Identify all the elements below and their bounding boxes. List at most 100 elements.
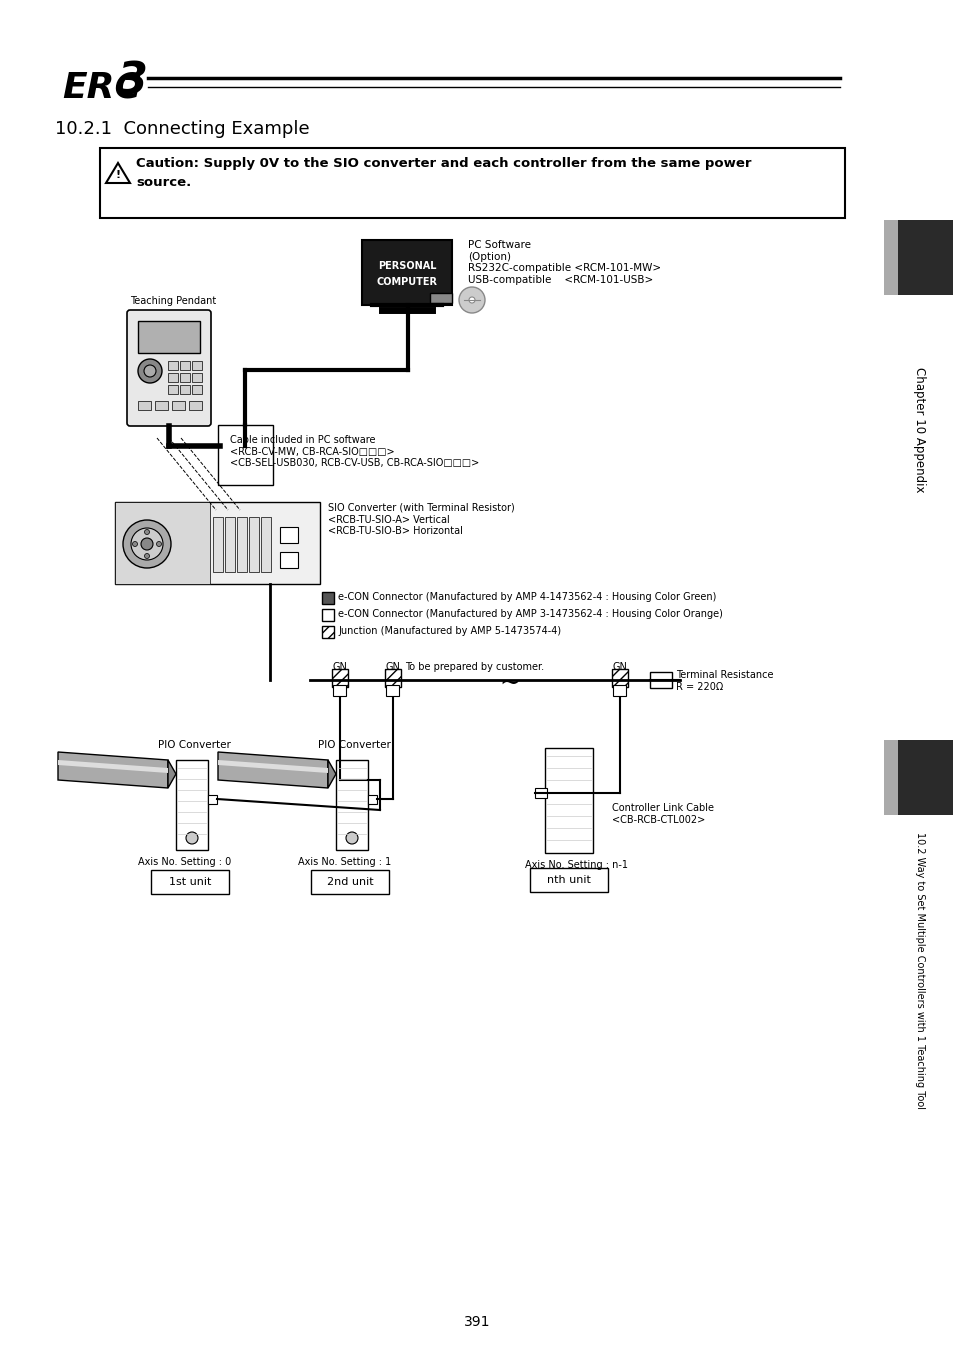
Bar — [180, 385, 190, 394]
Text: Axis No. Setting : n-1: Axis No. Setting : n-1 — [524, 860, 627, 869]
Text: PIO Converter: PIO Converter — [158, 740, 231, 751]
Bar — [225, 517, 234, 572]
Polygon shape — [328, 760, 335, 788]
Polygon shape — [168, 760, 175, 788]
Bar — [311, 869, 389, 894]
Bar — [138, 401, 151, 410]
Text: e-CON Connector (Manufactured by AMP 3-1473562-4 : Housing Color Orange): e-CON Connector (Manufactured by AMP 3-1… — [337, 609, 722, 620]
Bar — [180, 373, 190, 382]
Bar — [249, 517, 258, 572]
Text: Controller Link Cable
<CB-RCB-CTL002>: Controller Link Cable <CB-RCB-CTL002> — [612, 803, 713, 825]
Text: 2nd unit: 2nd unit — [326, 878, 373, 887]
Polygon shape — [58, 752, 168, 788]
Bar — [172, 401, 185, 410]
Bar — [168, 360, 178, 370]
Circle shape — [346, 832, 357, 844]
Bar — [168, 373, 178, 382]
Circle shape — [144, 554, 150, 559]
Bar — [883, 220, 897, 296]
Circle shape — [458, 288, 484, 313]
Text: 391: 391 — [463, 1315, 490, 1328]
Text: COMPUTER: COMPUTER — [376, 277, 437, 288]
Text: 3: 3 — [117, 61, 148, 104]
Bar — [175, 760, 208, 850]
Circle shape — [132, 541, 137, 547]
Text: SIO Converter (with Terminal Resistor)
<RCB-TU-SIO-A> Vertical
<RCB-TU-SIO-B> Ho: SIO Converter (with Terminal Resistor) <… — [328, 504, 515, 536]
Text: 1st unit: 1st unit — [169, 878, 211, 887]
Circle shape — [144, 529, 150, 535]
Bar — [151, 869, 229, 894]
Bar — [322, 626, 334, 639]
Bar — [138, 321, 200, 352]
Text: nth unit: nth unit — [546, 875, 590, 886]
Bar — [192, 385, 202, 394]
Bar — [897, 740, 953, 815]
Text: 10.2.1  Connecting Example: 10.2.1 Connecting Example — [55, 120, 310, 138]
Bar — [333, 684, 346, 697]
Text: ERC: ERC — [62, 72, 141, 105]
Bar — [189, 401, 202, 410]
Text: Chapter 10 Appendix: Chapter 10 Appendix — [913, 367, 925, 493]
Bar — [213, 517, 223, 572]
Bar — [168, 385, 178, 394]
Bar — [386, 684, 398, 697]
Circle shape — [469, 297, 475, 302]
Text: GN: GN — [385, 662, 400, 672]
Bar — [154, 401, 168, 410]
Bar — [180, 360, 190, 370]
Bar — [115, 502, 319, 585]
Text: !: ! — [115, 170, 120, 180]
Bar — [430, 293, 452, 302]
Polygon shape — [58, 760, 168, 774]
Bar — [322, 593, 334, 603]
Bar — [365, 243, 449, 300]
Text: Axis No. Setting : 1: Axis No. Setting : 1 — [297, 857, 391, 867]
Bar — [335, 760, 368, 850]
Circle shape — [186, 832, 198, 844]
Bar — [613, 684, 625, 697]
Circle shape — [156, 541, 161, 547]
Text: Cable included in PC software
<RCB-CV-MW, CB-RCA-SIO□□□>
<CB-SEL-USB030, RCB-CV-: Cable included in PC software <RCB-CV-MW… — [230, 435, 478, 468]
Circle shape — [123, 520, 171, 568]
Bar — [332, 670, 348, 687]
Bar — [115, 502, 210, 585]
Text: e-CON Connector (Manufactured by AMP 4-1473562-4 : Housing Color Green): e-CON Connector (Manufactured by AMP 4-1… — [337, 593, 716, 602]
Text: PC Software
(Option)
RS232C-compatible <RCM-101-MW>
USB-compatible    <RCM-101-U: PC Software (Option) RS232C-compatible <… — [468, 240, 660, 285]
Bar — [218, 425, 273, 485]
Bar — [530, 868, 607, 892]
Bar — [883, 740, 897, 815]
Text: PIO Converter: PIO Converter — [317, 740, 391, 751]
Bar — [208, 795, 216, 805]
Bar — [192, 360, 202, 370]
Circle shape — [141, 539, 152, 549]
Text: GN: GN — [612, 662, 627, 672]
Polygon shape — [218, 760, 328, 774]
Bar — [192, 373, 202, 382]
Text: source.: source. — [136, 176, 191, 189]
Bar — [897, 220, 953, 296]
Polygon shape — [218, 752, 328, 788]
Text: To be prepared by customer.: To be prepared by customer. — [405, 662, 544, 672]
Bar — [322, 609, 334, 621]
Bar — [261, 517, 271, 572]
Text: Junction (Manufactured by AMP 5-1473574-4): Junction (Manufactured by AMP 5-1473574-… — [337, 626, 560, 636]
Text: Terminal Resistance
R = 220Ω: Terminal Resistance R = 220Ω — [676, 670, 773, 691]
Bar — [280, 526, 297, 543]
Bar — [535, 788, 546, 798]
Text: Caution: Supply 0V to the SIO converter and each controller from the same power: Caution: Supply 0V to the SIO converter … — [136, 157, 751, 170]
Bar — [612, 670, 627, 687]
Text: GN: GN — [333, 662, 347, 672]
Bar — [236, 517, 247, 572]
Bar — [544, 748, 593, 853]
Circle shape — [131, 528, 163, 560]
Text: Axis No. Setting : 0: Axis No. Setting : 0 — [138, 857, 231, 867]
Text: 10.2 Way to Set Multiple Controllers with 1 Teaching Tool: 10.2 Way to Set Multiple Controllers wit… — [914, 832, 924, 1108]
Bar — [100, 148, 844, 217]
Bar — [361, 240, 452, 305]
Bar — [280, 552, 297, 568]
FancyBboxPatch shape — [127, 310, 211, 427]
Text: ~: ~ — [499, 671, 520, 695]
Bar — [368, 795, 376, 805]
Circle shape — [138, 359, 162, 383]
Text: PERSONAL: PERSONAL — [377, 261, 436, 271]
